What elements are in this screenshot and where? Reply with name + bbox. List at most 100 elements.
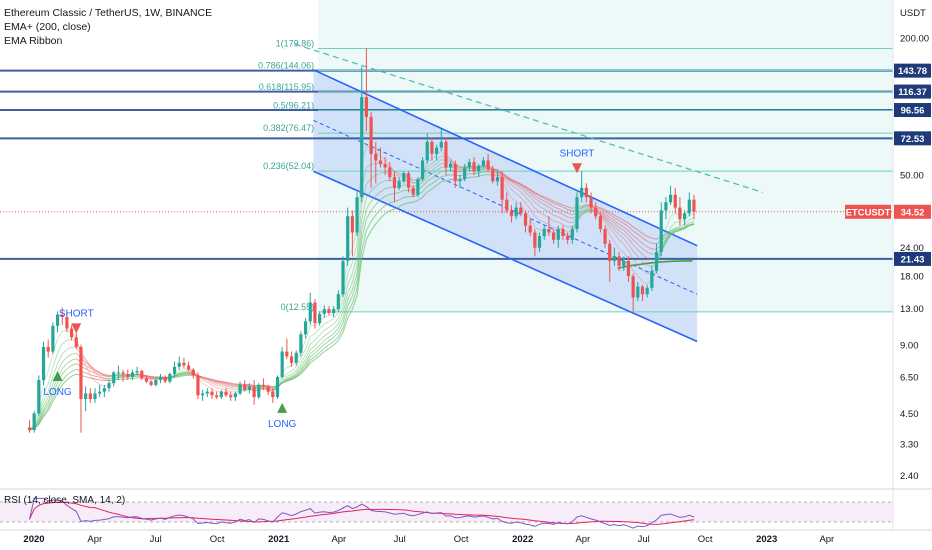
ema-ribbon-segment bbox=[529, 190, 536, 196]
candle-body bbox=[360, 97, 364, 198]
ema-ribbon-segment bbox=[57, 330, 63, 340]
ema-ribbon-segment bbox=[581, 206, 587, 209]
candle bbox=[594, 202, 598, 220]
ema-ribbon-segment bbox=[520, 191, 526, 198]
candle bbox=[514, 202, 518, 220]
ema-ribbon-segment bbox=[351, 281, 358, 297]
ema-ribbon-segment bbox=[337, 312, 344, 324]
candle bbox=[430, 137, 434, 161]
candle-body bbox=[219, 391, 223, 398]
ema-ribbon-segment bbox=[436, 176, 442, 181]
ema-ribbon-segment bbox=[647, 257, 653, 261]
candle-body bbox=[402, 173, 406, 182]
candle-body bbox=[388, 167, 392, 178]
candle-body bbox=[467, 162, 471, 168]
candle bbox=[533, 229, 537, 257]
y-tick-label: 6.50 bbox=[900, 372, 919, 383]
candle-body bbox=[542, 229, 546, 237]
ema-ribbon-segment bbox=[207, 378, 213, 382]
ema-ribbon-segment bbox=[670, 228, 676, 232]
ema-ribbon-segment bbox=[637, 264, 643, 271]
ema-ribbon-segment bbox=[548, 217, 554, 222]
x-tick-label: Oct bbox=[210, 534, 225, 545]
ema-ribbon-segment bbox=[516, 182, 521, 185]
ema-ribbon-segment bbox=[422, 180, 428, 187]
candle bbox=[523, 210, 528, 233]
ema-ribbon-segment bbox=[90, 377, 96, 380]
trend-dashed-line bbox=[294, 43, 763, 193]
ema-ribbon-segment bbox=[47, 401, 54, 411]
current-price-text: 34.52 bbox=[901, 207, 925, 218]
channel-lower-line bbox=[313, 170, 698, 343]
ema-ribbon-segment bbox=[431, 185, 437, 190]
candle-body bbox=[154, 380, 158, 385]
candle bbox=[542, 225, 546, 240]
ema-ribbon-segment bbox=[57, 362, 63, 372]
candle bbox=[182, 357, 186, 369]
candle-body bbox=[673, 194, 677, 208]
ema-ribbon-segment bbox=[604, 223, 611, 235]
ema-ribbon-segment bbox=[90, 365, 96, 371]
ema-ribbon-segment bbox=[202, 379, 208, 383]
ema-ribbon-segment bbox=[647, 235, 653, 239]
candle bbox=[336, 290, 340, 312]
candle bbox=[60, 307, 64, 325]
ema-ribbon-segment bbox=[216, 382, 222, 385]
ema-ribbon-segment bbox=[300, 362, 307, 370]
ema-ribbon-segment bbox=[52, 388, 59, 399]
ema-ribbon-segment bbox=[221, 381, 227, 383]
ema-ribbon-segment bbox=[342, 273, 349, 299]
ema-ribbon-segment bbox=[295, 372, 302, 378]
ema-ribbon-segment bbox=[324, 321, 330, 325]
ema-ribbon-segment bbox=[600, 207, 606, 211]
candle-body bbox=[449, 163, 453, 168]
candle bbox=[444, 137, 448, 176]
candle bbox=[556, 225, 560, 248]
ema-ribbon-segment bbox=[230, 388, 236, 391]
ema-ribbon-segment bbox=[319, 351, 325, 356]
candle-body bbox=[266, 386, 270, 392]
ema-ribbon-segment bbox=[375, 209, 381, 216]
candle bbox=[566, 232, 570, 244]
candle-body bbox=[514, 207, 518, 217]
candle-body bbox=[41, 346, 46, 381]
ema-ribbon-segment bbox=[384, 202, 391, 206]
fib-label: 0.786(144.06) bbox=[258, 60, 314, 70]
ema-ribbon-segment bbox=[529, 196, 536, 203]
candle-body bbox=[318, 313, 322, 324]
candle-body bbox=[55, 314, 60, 326]
candle-body bbox=[420, 160, 425, 180]
ema-ribbon-segment bbox=[314, 355, 320, 360]
candle-body bbox=[346, 216, 350, 261]
ema-ribbon-segment bbox=[581, 211, 587, 215]
ema-ribbon-segment bbox=[525, 189, 531, 194]
ema-ribbon-segment bbox=[300, 364, 306, 372]
candle bbox=[495, 171, 500, 186]
candle bbox=[467, 158, 471, 172]
ema-ribbon-segment bbox=[104, 378, 110, 381]
ema-ribbon-segment bbox=[628, 234, 634, 241]
ema-ribbon-segment bbox=[684, 224, 690, 228]
x-tick-label: 2023 bbox=[756, 534, 777, 545]
ema-ribbon-segment bbox=[356, 250, 363, 290]
candle bbox=[402, 171, 406, 184]
ema-ribbon-segment bbox=[539, 198, 545, 202]
candle bbox=[584, 183, 588, 203]
ema-ribbon-segment bbox=[637, 233, 643, 239]
ema-ribbon-segment bbox=[539, 195, 545, 199]
ema-ribbon-segment bbox=[337, 327, 344, 338]
candle bbox=[215, 391, 219, 400]
ema-ribbon-segment bbox=[337, 317, 344, 329]
ema-ribbon-segment bbox=[473, 175, 479, 178]
candle bbox=[102, 384, 106, 398]
candle bbox=[163, 375, 167, 384]
ema-ribbon-segment bbox=[679, 226, 685, 229]
ema-ribbon-segment bbox=[57, 343, 63, 354]
ema-ribbon-segment bbox=[431, 170, 437, 175]
ema-ribbon-segment bbox=[637, 243, 643, 249]
ema-ribbon-segment bbox=[347, 262, 353, 274]
candle-body bbox=[308, 302, 312, 322]
ema-ribbon-segment bbox=[380, 205, 386, 211]
candle-body bbox=[477, 165, 481, 172]
